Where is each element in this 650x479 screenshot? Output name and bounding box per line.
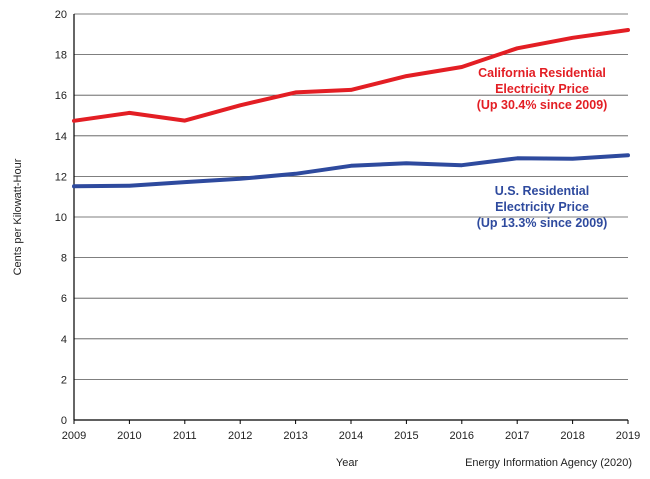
y-tick-label-18: 18: [55, 50, 67, 62]
annotation-ca-line-2: Electricity Price: [495, 82, 589, 96]
y-tick-labels: 0 2 4 6 8 10 12 14 16 18 20: [55, 9, 67, 427]
x-tick-label-2010: 2010: [117, 430, 141, 442]
x-tick-label-2011: 2011: [173, 430, 197, 442]
axes: [73, 14, 629, 424]
x-tick-label-2016: 2016: [450, 430, 474, 442]
annotation-us-line-1: U.S. Residential: [495, 184, 589, 198]
gridlines: [74, 13, 628, 380]
x-tick-label-2012: 2012: [228, 430, 252, 442]
series-line-us: [72, 153, 630, 189]
y-tick-label-12: 12: [55, 171, 67, 183]
x-tick-label-2014: 2014: [339, 430, 363, 442]
y-tick-label-8: 8: [61, 253, 67, 265]
y-tick-label-6: 6: [61, 293, 67, 305]
series-lines: [72, 28, 630, 189]
y-tick-label-10: 10: [55, 212, 67, 224]
series-annotations: California Residential Electricity Price (…: [477, 66, 608, 230]
x-tick-label-2013: 2013: [283, 430, 307, 442]
x-tick-labels: 2009 2010 2011 2012 2013 2014 2015 2016 2017 2018…: [62, 430, 640, 442]
y-tick-label-20: 20: [55, 9, 67, 21]
x-axis-title: Year: [336, 457, 359, 469]
x-tick-label-2015: 2015: [394, 430, 418, 442]
y-tick-label-2: 2: [61, 374, 67, 386]
annotation-us-line-3: (Up 13.3% since 2009): [477, 216, 608, 230]
source-note: Energy Information Agency (2020): [465, 457, 632, 469]
y-tick-label-4: 4: [61, 334, 67, 346]
annotation-ca-line-1: California Residential: [478, 66, 606, 80]
y-tick-label-14: 14: [55, 131, 67, 143]
x-tick-label-2009: 2009: [62, 430, 86, 442]
annotation-us-line-2: Electricity Price: [495, 200, 589, 214]
y-tick-label-16: 16: [55, 90, 67, 102]
x-tick-label-2017: 2017: [505, 430, 529, 442]
y-tick-label-0: 0: [61, 415, 67, 427]
y-axis-title: Cents per Kilowatt-Hour: [12, 158, 24, 275]
x-tick-label-2018: 2018: [560, 430, 584, 442]
x-tick-label-2019: 2019: [616, 430, 640, 442]
annotation-ca-line-3: (Up 30.4% since 2009): [477, 98, 608, 112]
